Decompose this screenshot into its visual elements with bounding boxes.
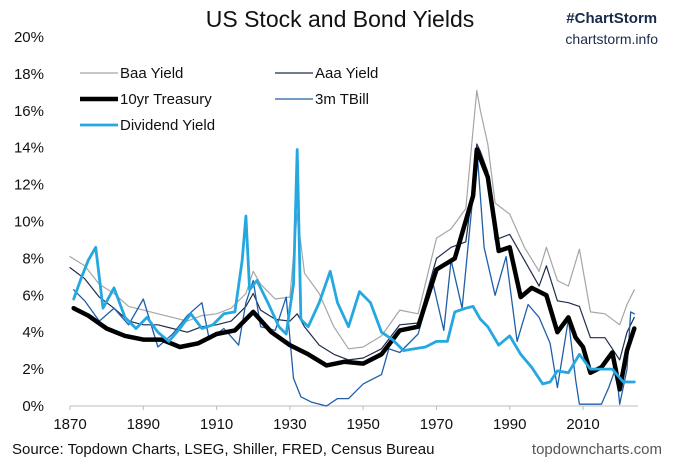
y-tick-label: 6% — [22, 287, 44, 304]
baa-yield-line — [69, 89, 635, 350]
y-tick-label: 8% — [22, 250, 44, 267]
x-tick-label: 1890 — [127, 416, 160, 433]
legend-label: 10yr Treasury — [120, 91, 212, 108]
x-tick-label: 1950 — [346, 416, 379, 433]
dividend-yield-line — [72, 148, 636, 386]
legend-label: Dividend Yield — [120, 117, 215, 134]
x-tick-label: 1870 — [53, 416, 86, 433]
y-tick-label: 14% — [14, 140, 44, 157]
y-tick-label: 0% — [22, 398, 44, 415]
x-tick-label: 1910 — [200, 416, 233, 433]
brand-block: #ChartStorm chartstorm.info — [565, 10, 658, 47]
yields-line-chart: 0% 2% 4% 6% 8% 10% 12% 14% 16% 18% 20% 1870 1890 1910… — [14, 29, 638, 433]
x-tick-label: 1970 — [420, 416, 453, 433]
y-tick-label: 18% — [14, 66, 44, 83]
legend: Baa Yield Aaa Yield 10yr Treasury 3m TBill D… — [80, 65, 378, 134]
brand-site[interactable]: chartstorm.info — [565, 31, 658, 47]
treasury-10yr-line — [71, 147, 637, 392]
x-tick-label: 1930 — [273, 416, 306, 433]
y-tick-label: 10% — [14, 214, 44, 231]
y-tick-label: 4% — [22, 324, 44, 341]
footer-site[interactable]: topdowncharts.com — [531, 441, 662, 458]
chart-title: US Stock and Bond Yields — [205, 6, 475, 32]
tbill-3m-line — [73, 147, 635, 407]
source-note: Source: Topdown Charts, LSEG, Shiller, F… — [12, 441, 435, 458]
legend-label: Baa Yield — [120, 65, 183, 82]
legend-label: Aaa Yield — [315, 65, 378, 82]
y-tick-label: 20% — [14, 29, 44, 46]
brand-hashtag[interactable]: #ChartStorm — [566, 10, 658, 27]
axes: 0% 2% 4% 6% 8% 10% 12% 14% 16% 18% 20% 1870 1890 1910… — [14, 29, 638, 433]
x-tick-label: 2010 — [566, 416, 599, 433]
y-tick-label: 2% — [22, 361, 44, 378]
y-tick-label: 16% — [14, 103, 44, 120]
legend-label: 3m TBill — [315, 91, 369, 108]
series-lines — [69, 89, 637, 407]
y-tick-label: 12% — [14, 177, 44, 194]
x-tick-label: 1990 — [493, 416, 526, 433]
